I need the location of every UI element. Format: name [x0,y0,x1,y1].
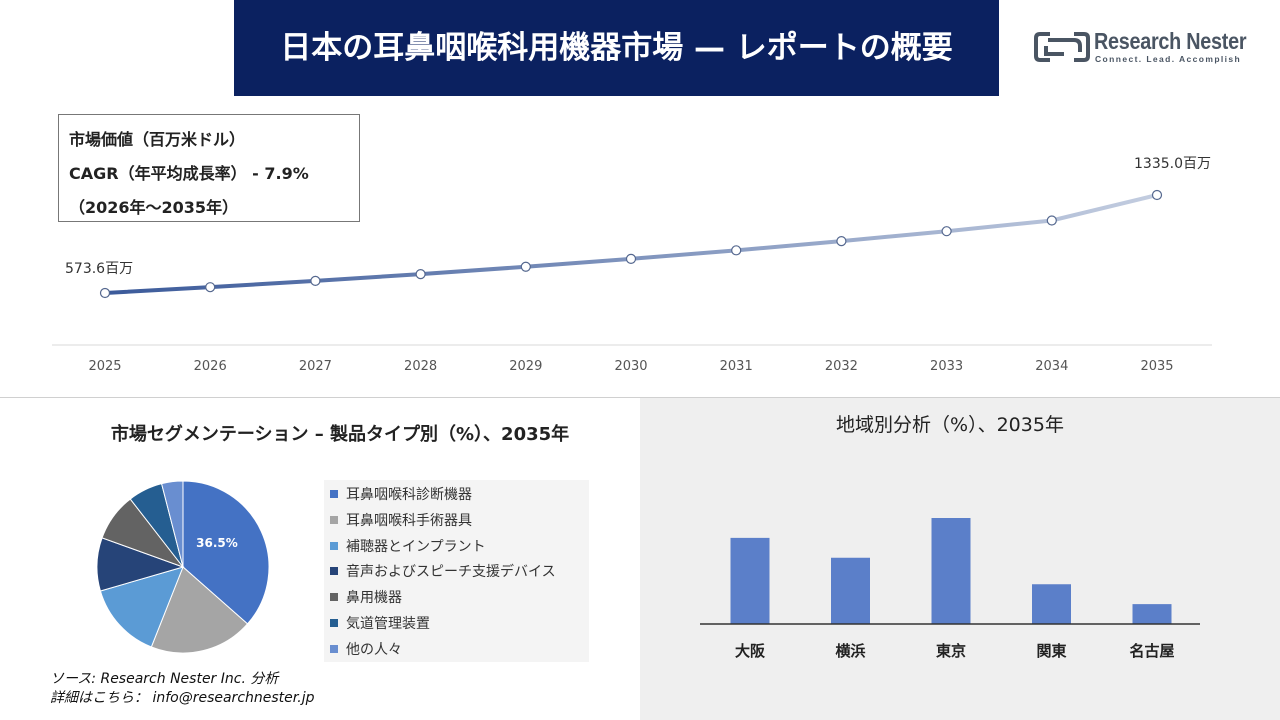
segmentation-title: 市場セグメンテーション – 製品タイプ別（%）、2035年 [110,424,570,445]
report-title-text: 日本の耳鼻咽喉科用機器市場 — レポートの概要 [280,29,953,66]
pie-slice-2 [150,566,249,654]
legend-item: 補聴器とインプラント [330,536,486,556]
pie-legend: 耳鼻咽喉科診断機器 耳鼻咽喉科手術器具 補聴器とインプラント音声およびスピーチ支援デ… [324,480,589,662]
x-tick-2026: 2026 [194,359,227,374]
legend-item: 気道管理装置 [330,613,430,633]
data-point-2027 [310,275,321,286]
legend-swatch [330,490,338,498]
bar-label-名古屋: 名古屋 [1129,642,1174,660]
legend-item: 耳鼻咽喉科診断機器 [330,484,472,504]
bar-label-横浜: 横浜 [835,642,865,660]
bar-東京 [931,518,971,624]
x-tick-2031: 2031 [720,359,753,374]
report-title: 日本の耳鼻咽喉科用機器市場 — レポートの概要 [234,0,999,96]
x-tick-2025: 2025 [88,359,121,374]
x-tick-2035: 2035 [1140,359,1173,374]
section-divider [0,397,1280,398]
logo-mark-icon [1034,32,1090,62]
bar-label-関東: 関東 [1036,642,1066,660]
market-value-line [104,193,1158,295]
legend-swatch [330,567,338,576]
legend-swatch [330,619,338,627]
pie-data-label: 36.5% [196,536,238,550]
bar-関東 [1032,584,1071,624]
logo-name: Research Nester [1094,28,1247,54]
x-tick-2034: 2034 [1035,359,1068,374]
data-point-2026 [205,282,216,293]
legend-label: 気道管理装置 [346,616,430,632]
bar-label-大阪: 大阪 [735,642,766,660]
x-tick-2030: 2030 [614,359,647,374]
legend-swatch [330,644,338,653]
legend-swatch [330,541,338,550]
contact-line: 詳細はこちら： info@researchnester.jp [50,690,315,706]
data-point-2031 [731,245,742,256]
data-point-2029 [520,261,531,272]
legend-label: 鼻用機器 [346,590,402,607]
data-point-2035 [1151,189,1163,201]
data-point-2030 [625,253,637,264]
legend-label: 補聴器とインプラント [346,538,486,555]
data-point-2025 [99,287,111,299]
bar-label-東京: 東京 [936,642,966,660]
bar-横浜 [831,557,870,624]
pie-slice-3 [99,566,184,648]
last-value-label: 1335.0百万 [1134,156,1211,172]
legend-item: 耳鼻咽喉科手術器具 [330,510,472,530]
legend-item: 鼻用機器 [330,587,402,607]
data-point-2032 [836,236,847,247]
source-line: ソース: Research Nester Inc. 分析 [50,671,279,687]
x-tick-2027: 2027 [299,359,332,374]
x-tick-2029: 2029 [509,359,542,374]
cagr-label: CAGR（年平均成長率） - 7.9% [69,164,309,183]
legend-swatch [330,593,338,602]
logo-tagline: Connect. Lead. Accomplish [1095,54,1242,64]
bar-名古屋 [1132,604,1172,624]
regional-analysis-title: 地域別分析（%）、2035年 [836,414,1064,436]
regional-bar-chart: 大阪 横浜 東京 関東 名古屋 [700,518,1200,660]
pie-slice-1 [182,480,270,625]
legend-label: 耳鼻咽喉科手術器具 [346,512,472,529]
x-tick-2032: 2032 [825,359,858,374]
legend-label: 他の人々 [346,641,402,658]
market-info-box: 市場価値（百万米ドル） CAGR（年平均成長率） - 7.9% （2026年～2… [58,114,360,222]
source-note: ソース: Research Nester Inc. 分析 詳細はこちら： inf… [50,670,314,708]
market-value-line-chart: 2025 2026 2027 2028 2029 2030 2031 2032 2033 2034… [52,156,1212,374]
x-tick-2028: 2028 [404,359,437,374]
legend-item: 他の人々 [330,639,402,659]
data-point-2034 [1046,215,1057,226]
legend-label: 音声およびスピーチ支援デバイス [346,564,556,581]
x-tick-2033: 2033 [930,359,963,374]
research-nester-logo: Research Nester Connect. Lead. Accomplis… [1034,28,1254,68]
first-value-label: 573.6百万 [65,261,133,277]
bar-大阪 [730,537,770,624]
legend-swatch [330,515,338,524]
data-point-2033 [941,226,952,237]
market-value-label: 市場価値（百万米ドル） [69,130,246,149]
cagr-period: （2026年～2035年） [69,198,239,217]
pie-slice-7 [161,480,184,568]
legend-label: 耳鼻咽喉科診断機器 [346,487,472,503]
segmentation-pie-chart: 36.5% [96,480,270,654]
legend-item: 音声およびスピーチ支援デバイス [330,561,556,581]
data-point-2028 [415,268,426,280]
